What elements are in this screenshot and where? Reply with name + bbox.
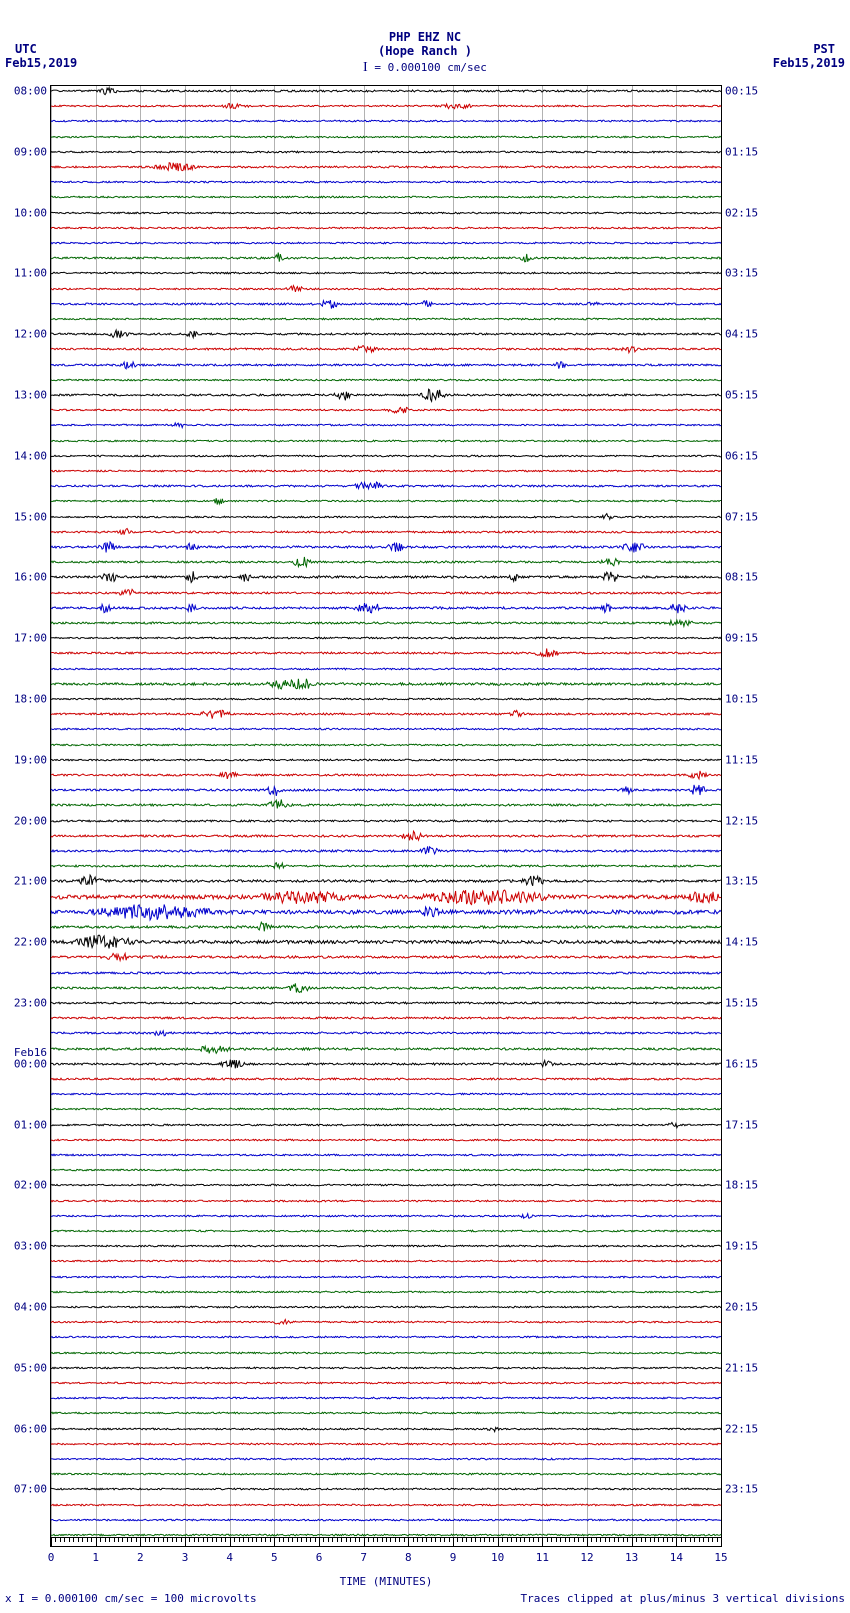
x-tick-label: 10 xyxy=(491,1551,504,1564)
footer-clip-note: Traces clipped at plus/minus 3 vertical … xyxy=(520,1592,845,1605)
pst-time-label: 12:15 xyxy=(725,814,758,827)
trace-row xyxy=(51,1515,721,1555)
utc-time-label: 01:00 xyxy=(14,1118,47,1131)
pst-time-label: 11:15 xyxy=(725,753,758,766)
pst-time-label: 22:15 xyxy=(725,1422,758,1435)
pst-time-label: 21:15 xyxy=(725,1361,758,1374)
grid-line xyxy=(721,86,722,1546)
utc-time-label: 08:00 xyxy=(14,85,47,98)
helicorder-plot: TIME (MINUTES) 08:0009:0010:0011:0012:00… xyxy=(50,85,722,1547)
pst-time-label: 19:15 xyxy=(725,1240,758,1253)
utc-time-label: 12:00 xyxy=(14,328,47,341)
footer-scale: x I = 0.000100 cm/sec = 100 microvolts xyxy=(5,1592,257,1605)
utc-time-label: 04:00 xyxy=(14,1301,47,1314)
utc-time-label: 17:00 xyxy=(14,632,47,645)
x-tick-label: 8 xyxy=(405,1551,412,1564)
x-tick-label: 1 xyxy=(92,1551,99,1564)
utc-time-label: 02:00 xyxy=(14,1179,47,1192)
pst-time-label: 03:15 xyxy=(725,267,758,280)
pst-time-label: 02:15 xyxy=(725,206,758,219)
x-tick-label: 4 xyxy=(226,1551,233,1564)
utc-time-label: 20:00 xyxy=(14,814,47,827)
utc-time-label: 05:00 xyxy=(14,1361,47,1374)
station-name: (Hope Ranch ) xyxy=(0,44,850,58)
footer-scale-text: = 0.000100 cm/sec = 100 microvolts xyxy=(32,1592,257,1605)
x-tick-label: 5 xyxy=(271,1551,278,1564)
pst-time-label: 13:15 xyxy=(725,875,758,888)
x-tick-label: 3 xyxy=(182,1551,189,1564)
x-tick-label: 7 xyxy=(360,1551,367,1564)
utc-time-label: 09:00 xyxy=(14,145,47,158)
utc-time-label: 23:00 xyxy=(14,997,47,1010)
date-marker: Feb16 xyxy=(14,1046,47,1059)
x-tick-label: 12 xyxy=(580,1551,593,1564)
x-tick-label: 15 xyxy=(714,1551,727,1564)
pst-time-label: 05:15 xyxy=(725,389,758,402)
pst-time-label: 10:15 xyxy=(725,693,758,706)
utc-time-label: 22:00 xyxy=(14,936,47,949)
footer-prefix: x I xyxy=(5,1592,25,1605)
station-title: PHP EHZ NC xyxy=(0,30,850,44)
pst-time-label: 16:15 xyxy=(725,1057,758,1070)
utc-time-label: 14:00 xyxy=(14,449,47,462)
x-tick-label: 2 xyxy=(137,1551,144,1564)
utc-time-label: 16:00 xyxy=(14,571,47,584)
seismogram-container: UTC Feb15,2019 PST Feb15,2019 PHP EHZ NC… xyxy=(0,0,850,1613)
pst-time-label: 09:15 xyxy=(725,632,758,645)
x-tick-label: 9 xyxy=(450,1551,457,1564)
pst-time-label: 07:15 xyxy=(725,510,758,523)
pst-time-label: 08:15 xyxy=(725,571,758,584)
pst-time-label: 20:15 xyxy=(725,1301,758,1314)
pst-time-label: 04:15 xyxy=(725,328,758,341)
utc-time-label: 06:00 xyxy=(14,1422,47,1435)
utc-time-label: 11:00 xyxy=(14,267,47,280)
utc-time-label: 00:00 xyxy=(14,1057,47,1070)
x-axis-title: TIME (MINUTES) xyxy=(51,1575,721,1588)
x-tick-label: 11 xyxy=(536,1551,549,1564)
utc-time-label: 10:00 xyxy=(14,206,47,219)
x-tick-label: 14 xyxy=(670,1551,683,1564)
pst-time-label: 14:15 xyxy=(725,936,758,949)
pst-time-label: 23:15 xyxy=(725,1483,758,1496)
utc-time-label: 21:00 xyxy=(14,875,47,888)
pst-time-label: 00:15 xyxy=(725,85,758,98)
x-tick-label: 0 xyxy=(48,1551,55,1564)
x-tick-label: 13 xyxy=(625,1551,638,1564)
utc-time-label: 18:00 xyxy=(14,693,47,706)
x-tick-label: 6 xyxy=(316,1551,323,1564)
utc-time-label: 07:00 xyxy=(14,1483,47,1496)
pst-time-label: 18:15 xyxy=(725,1179,758,1192)
utc-time-label: 03:00 xyxy=(14,1240,47,1253)
x-axis-labels: 0123456789101112131415 xyxy=(51,1551,721,1571)
utc-time-label: 15:00 xyxy=(14,510,47,523)
pst-time-label: 01:15 xyxy=(725,145,758,158)
x-axis-ticks xyxy=(51,1537,721,1546)
utc-time-label: 19:00 xyxy=(14,753,47,766)
pst-time-label: 17:15 xyxy=(725,1118,758,1131)
utc-time-label: 13:00 xyxy=(14,389,47,402)
pst-time-label: 15:15 xyxy=(725,997,758,1010)
pst-time-label: 06:15 xyxy=(725,449,758,462)
